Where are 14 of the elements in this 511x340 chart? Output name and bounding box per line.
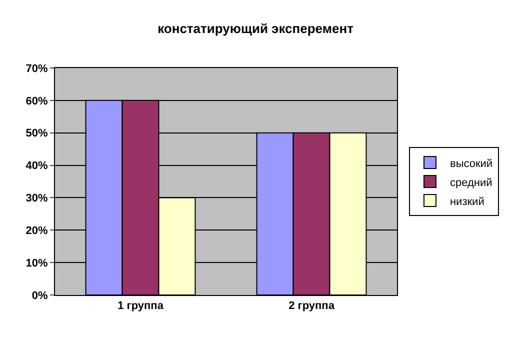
y-tick-label: 60% bbox=[26, 95, 48, 108]
chart-title: констатирующий эксперемент bbox=[158, 20, 354, 36]
x-tick-label: 2 группа bbox=[288, 300, 336, 312]
y-tick-label: 30% bbox=[26, 192, 48, 205]
y-tick-label: 20% bbox=[26, 224, 48, 237]
legend-label: высокий bbox=[450, 158, 493, 170]
y-tick-label: 0% bbox=[32, 290, 48, 302]
legend-label: низкий bbox=[450, 196, 484, 208]
y-tick-label: 70% bbox=[26, 62, 48, 75]
y-tick-label: 50% bbox=[26, 128, 48, 140]
legend-label: средний bbox=[450, 176, 492, 189]
y-tick-label: 10% bbox=[26, 257, 48, 270]
x-tick-label: 1 группа bbox=[118, 300, 164, 312]
y-tick-label: 40% bbox=[26, 160, 48, 172]
